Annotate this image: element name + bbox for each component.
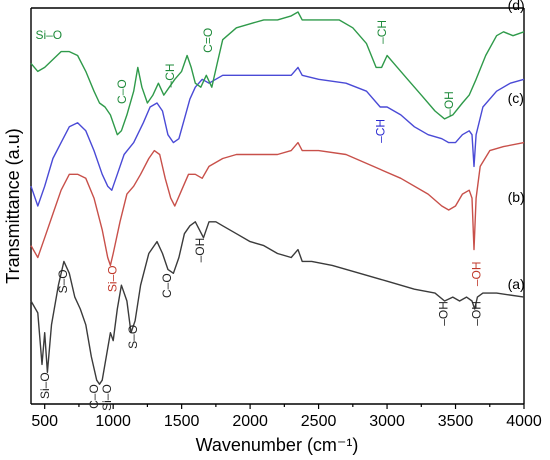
peak-annotation: C–O bbox=[160, 273, 174, 298]
series-group bbox=[30, 11, 525, 385]
x-tick-label: 1500 bbox=[164, 413, 200, 430]
x-tick-label: 1000 bbox=[95, 413, 131, 430]
peak-annotation: –CH bbox=[375, 20, 389, 44]
x-tick-label: 3500 bbox=[438, 413, 474, 430]
peak-annotation: –OH bbox=[437, 301, 451, 326]
curve-label: (c) bbox=[508, 90, 524, 106]
y-axis-title: Transmittance (a.u) bbox=[3, 128, 23, 283]
peak-annotation: Si–O bbox=[100, 384, 114, 411]
x-tick-label: 500 bbox=[31, 413, 58, 430]
peak-annotation: Si–O bbox=[38, 372, 52, 399]
peak-annotation: –CH bbox=[163, 63, 177, 87]
peak-annotation: –OH bbox=[193, 238, 207, 263]
peak-annotation: C=O bbox=[201, 28, 215, 53]
peak-annotation: C–O bbox=[87, 384, 101, 409]
plot-frame bbox=[30, 7, 525, 405]
series-line-a bbox=[30, 221, 525, 385]
x-tick-label: 4000 bbox=[506, 413, 542, 430]
peak-annotation: –OH bbox=[470, 301, 484, 326]
x-tick-label: 3000 bbox=[369, 413, 405, 430]
peak-annotation: S–O bbox=[126, 325, 140, 349]
series-line-b bbox=[30, 141, 525, 267]
curve-labels: (a) (b) (c) (d) bbox=[508, 0, 525, 292]
peak-annotation: –CH bbox=[374, 119, 388, 143]
peak-annotation: –OH bbox=[442, 91, 456, 116]
x-tick-label: 2000 bbox=[232, 413, 268, 430]
peak-annotation: S–O bbox=[56, 269, 70, 293]
x-axis-title: Wavenumber (cm⁻¹) bbox=[196, 435, 359, 455]
series-line-c bbox=[30, 66, 525, 207]
x-axis-ticks: 500 1000 1500 2000 2500 3000 3500 4000 bbox=[31, 404, 542, 430]
peak-annotation: –OH bbox=[470, 261, 484, 286]
curve-label: (d) bbox=[508, 0, 525, 13]
peak-annotation: C–O bbox=[115, 79, 129, 104]
x-tick-label: 2500 bbox=[301, 413, 337, 430]
peak-annotation: Si–O bbox=[35, 28, 62, 42]
series-line-d bbox=[30, 11, 525, 136]
peak-annotation: Si–O bbox=[105, 265, 119, 292]
curve-label: (b) bbox=[508, 189, 525, 205]
curve-label: (a) bbox=[508, 276, 525, 292]
